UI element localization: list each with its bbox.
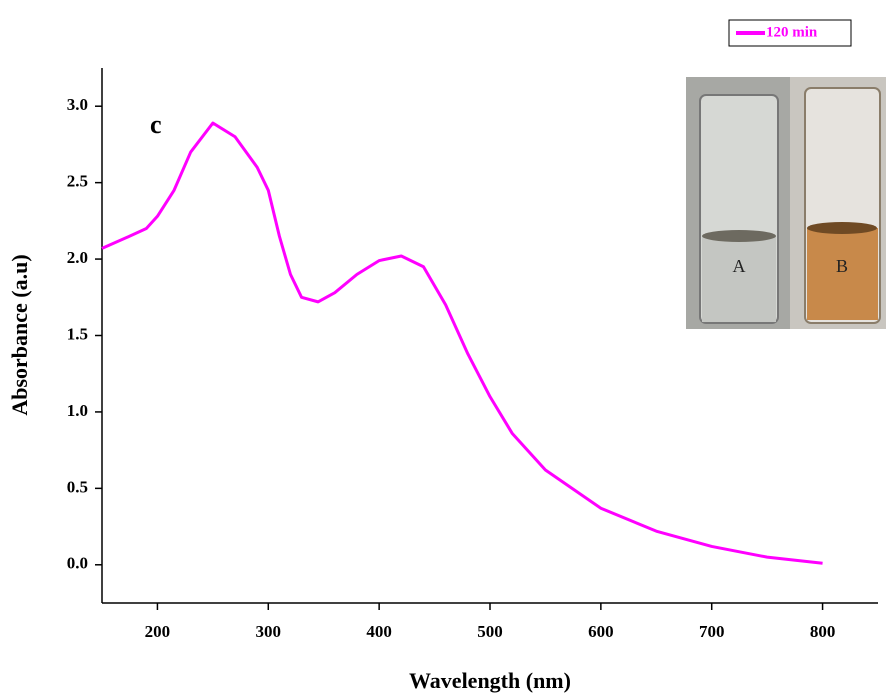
inset-photo: A B bbox=[686, 77, 886, 329]
x-tick-label: 600 bbox=[588, 622, 614, 641]
y-axis-label: Absorbance (a.u) bbox=[7, 254, 32, 415]
inset-label: A bbox=[733, 256, 746, 276]
x-tick-label: 700 bbox=[699, 622, 725, 641]
x-tick-label: 500 bbox=[477, 622, 503, 641]
legend-box bbox=[728, 19, 852, 47]
y-tick-label: 2.5 bbox=[67, 172, 88, 191]
legend: 120 min bbox=[728, 19, 852, 47]
x-tick-label: 800 bbox=[810, 622, 836, 641]
legend-label: 120 min bbox=[766, 24, 818, 40]
y-tick-label: 1.5 bbox=[67, 324, 88, 343]
x-axis-label: Wavelength (nm) bbox=[409, 668, 571, 693]
y-tick-label: 0.5 bbox=[67, 477, 88, 496]
x-tick-label: 200 bbox=[145, 622, 171, 641]
y-tick-label: 3.0 bbox=[67, 95, 88, 114]
x-tick-label: 300 bbox=[256, 622, 282, 641]
inset-label: B bbox=[836, 256, 848, 276]
y-tick-label: 0.0 bbox=[67, 554, 88, 573]
y-tick-label: 2.0 bbox=[67, 248, 88, 267]
y-tick-label: 1.0 bbox=[67, 401, 88, 420]
x-tick-label: 400 bbox=[366, 622, 392, 641]
data-line bbox=[101, 121, 823, 565]
panel-label: c bbox=[150, 110, 162, 139]
